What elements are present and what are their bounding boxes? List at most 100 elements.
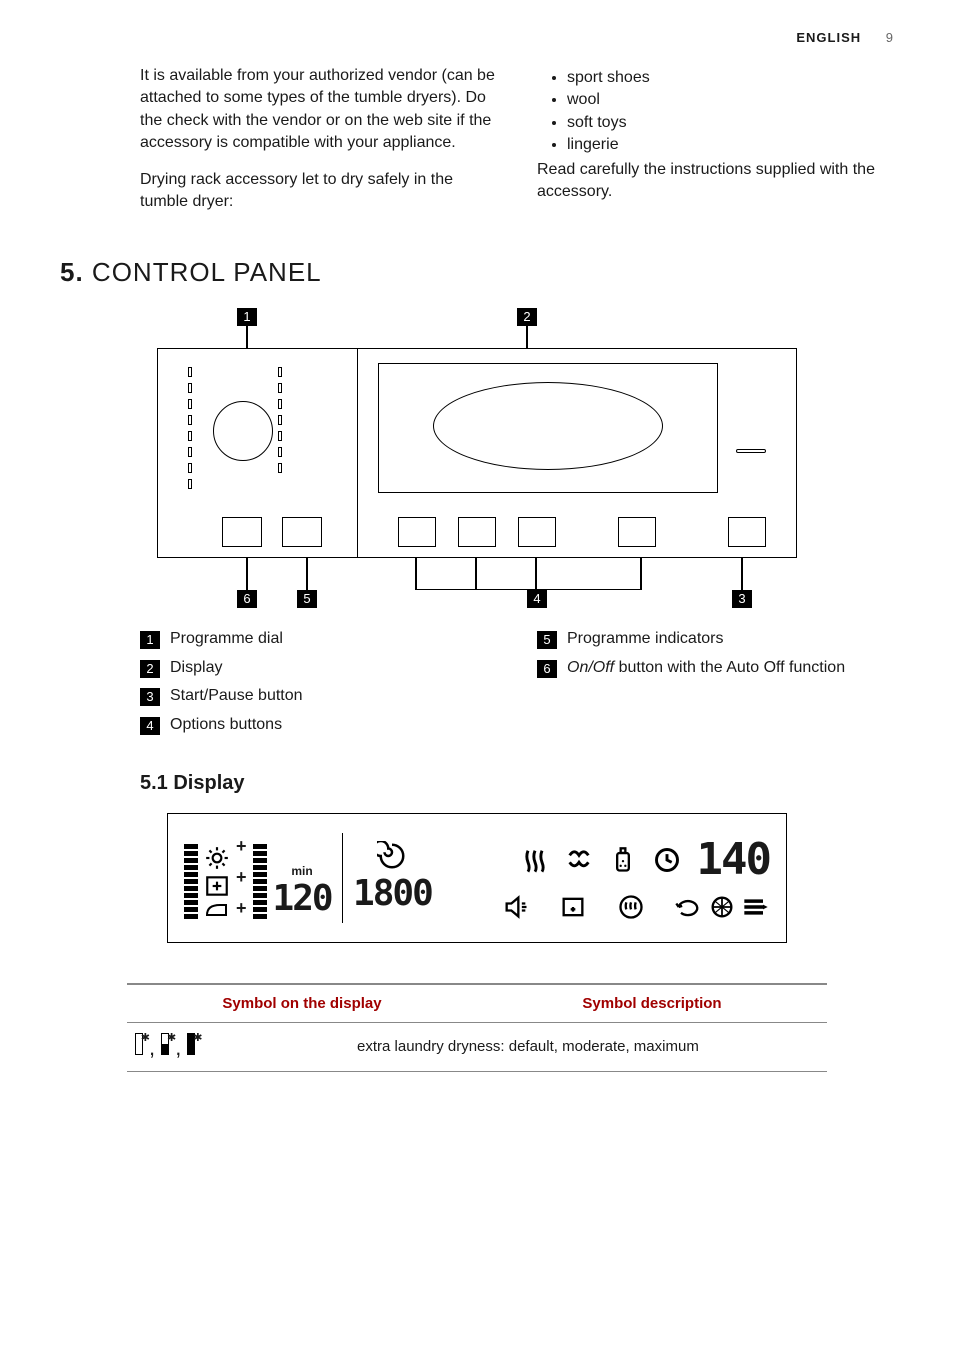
intro-bullet-list: sport shoes wool soft toys lingerie <box>537 67 894 157</box>
intro-paragraph-2: Drying rack accessory let to dry safely … <box>140 169 497 214</box>
intro-columns: It is available from your authorized ven… <box>60 65 894 227</box>
segment-number-140: 140 <box>697 834 770 885</box>
legend-badge: 5 <box>537 631 557 649</box>
spiral-block: 1800 <box>353 841 432 914</box>
callout-line <box>415 558 417 590</box>
legend-text: Display <box>170 657 222 679</box>
legend-item: 5 Programme indicators <box>537 628 894 650</box>
symbol-table: Symbol on the display Symbol description… <box>127 983 827 1072</box>
callout-badge-4: 4 <box>527 590 547 608</box>
clock-icon <box>653 846 681 874</box>
legend-badge: 4 <box>140 717 160 735</box>
display-separator <box>342 833 344 923</box>
intro-paragraph-3: Read carefully the instructions supplied… <box>537 159 894 204</box>
legend-item: 1 Programme dial <box>140 628 497 650</box>
wool-icon <box>565 846 593 874</box>
callout-line <box>246 558 248 590</box>
panel-outline <box>157 348 797 558</box>
legend-italic: On/Off <box>567 659 614 676</box>
callout-line <box>475 558 477 590</box>
tank-icon <box>559 893 587 921</box>
legend-badge: 2 <box>140 660 160 678</box>
spiral-icon <box>377 841 407 871</box>
section-title: CONTROL PANEL <box>92 257 322 287</box>
display-bottom-icons <box>462 893 770 921</box>
dial-tick-column <box>188 367 192 495</box>
display-outline <box>378 363 718 493</box>
steam-icon <box>521 846 549 874</box>
dryness-maximum-icon: ✱ <box>187 1033 197 1055</box>
plus-column: + + + <box>236 836 247 919</box>
callout-badge-1: 1 <box>237 308 257 326</box>
callout-line <box>306 558 308 590</box>
panel-right-section <box>358 349 796 557</box>
symbol-description: extra laundry dryness: default, moderate… <box>347 1028 827 1065</box>
cupboard-icon <box>204 875 230 897</box>
option-button-box <box>398 517 436 547</box>
plus-icon: + <box>236 898 247 919</box>
bottle-icon <box>609 846 637 874</box>
callout-line <box>526 326 528 348</box>
legend-text: Programme indicators <box>567 628 724 650</box>
min-block: min 120 <box>273 864 332 919</box>
segment-number-120: 120 <box>273 878 332 919</box>
callout-badge-2: 2 <box>517 308 537 326</box>
intro-paragraph-1: It is available from your authorized ven… <box>140 65 497 155</box>
sun-icon <box>204 845 230 871</box>
onoff-button-box <box>282 517 322 547</box>
intro-bullet-item: soft toys <box>567 112 894 134</box>
display-mid-icons <box>204 845 230 919</box>
slot-indicator <box>736 449 766 453</box>
callout-badge-3: 3 <box>732 590 752 608</box>
legend-item: 3 Start/Pause button <box>140 685 497 707</box>
legend-badge: 6 <box>537 660 557 678</box>
symbol-table-header: Symbol on the display Symbol description <box>127 985 827 1023</box>
section-number: 5. <box>60 257 84 287</box>
legend-text-post: button with the Auto Off function <box>614 659 845 676</box>
subsection-heading: 5.1 Display <box>60 772 894 795</box>
display-left-group: + + + min 120 <box>184 836 332 919</box>
callout-badge-6: 6 <box>237 590 257 608</box>
iron-icon <box>204 901 230 919</box>
legend-right: 5 Programme indicators 6 On/Off button w… <box>537 628 894 742</box>
legend-text: Programme dial <box>170 628 283 650</box>
dial-tick-column <box>278 367 282 479</box>
intro-right-column: sport shoes wool soft toys lingerie Read… <box>537 65 894 227</box>
sound-icon <box>502 893 530 921</box>
legend-columns: 1 Programme dial 2 Display 3 Start/Pause… <box>60 628 894 742</box>
legend-item: 2 Display <box>140 657 497 679</box>
symbol-table-header-1: Symbol on the display <box>127 985 477 1022</box>
callout-line <box>741 558 743 590</box>
indicator-box <box>222 517 262 547</box>
plus-icon: + <box>236 836 247 857</box>
header-language: ENGLISH <box>796 30 861 45</box>
display-illustration: + + + min 120 1800 140 <box>167 813 787 943</box>
min-label: min <box>291 864 312 878</box>
programme-dial-icon <box>213 401 273 461</box>
dryness-moderate-icon: ✱ <box>161 1033 171 1055</box>
callout-line <box>535 558 537 590</box>
symbol-table-row: ✱ , ✱ , ✱ extra laundry dryness: default… <box>127 1023 827 1072</box>
intro-bullet-item: wool <box>567 89 894 111</box>
option-button-box <box>458 517 496 547</box>
condenser-icon <box>708 893 736 921</box>
legend-left: 1 Programme dial 2 Display 3 Start/Pause… <box>140 628 497 742</box>
callout-badge-5: 5 <box>297 590 317 608</box>
display-oval <box>433 382 663 470</box>
display-top-icons: 140 <box>462 834 770 885</box>
legend-badge: 1 <box>140 631 160 649</box>
option-button-box <box>618 517 656 547</box>
legend-item: 6 On/Off button with the Auto Off functi… <box>537 657 894 679</box>
intro-bullet-item: sport shoes <box>567 67 894 89</box>
legend-badge: 3 <box>140 688 160 706</box>
intro-bullet-item: lingerie <box>567 134 894 156</box>
callout-line <box>246 326 248 348</box>
control-panel-diagram: 1 2 6 <box>157 308 797 608</box>
dryness-default-icon: ✱ <box>135 1033 145 1055</box>
callout-line <box>640 558 642 590</box>
option-button-box <box>518 517 556 547</box>
start-pause-button-box <box>728 517 766 547</box>
symbol-cell: ✱ , ✱ , ✱ <box>127 1023 347 1071</box>
plus-icon: + <box>236 867 247 888</box>
section-heading: 5. CONTROL PANEL <box>60 257 894 288</box>
